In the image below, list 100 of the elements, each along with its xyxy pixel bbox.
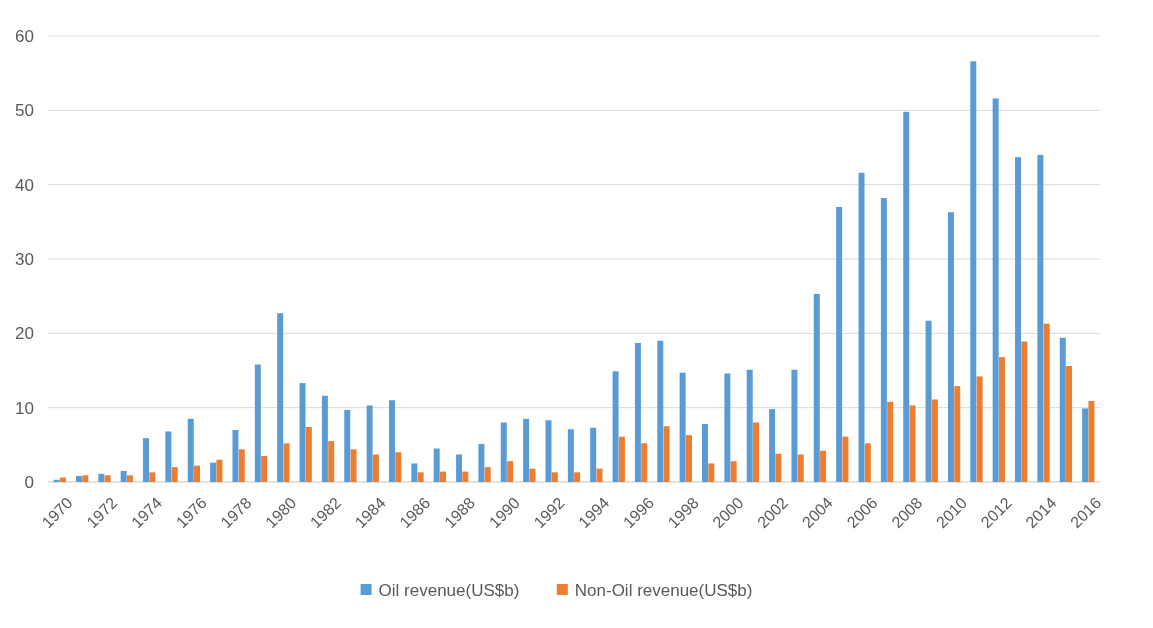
bar <box>1021 341 1028 482</box>
bar <box>328 441 335 482</box>
bar <box>842 436 849 482</box>
bar <box>998 357 1005 482</box>
bar <box>954 386 961 482</box>
bar <box>484 467 491 482</box>
bar <box>277 313 284 482</box>
bar <box>478 444 485 482</box>
bar <box>797 454 804 482</box>
bar <box>500 422 507 482</box>
bar <box>1015 157 1022 482</box>
bar <box>321 395 328 482</box>
bar <box>992 98 999 482</box>
bar <box>858 172 865 482</box>
bar <box>165 431 172 482</box>
bar <box>976 376 983 482</box>
legend-label: Oil revenue(US$b) <box>378 580 520 600</box>
bar <box>567 429 574 482</box>
bar <box>724 373 731 482</box>
bar <box>238 449 245 482</box>
bar <box>903 111 910 482</box>
bar <box>618 436 625 482</box>
bar <box>232 429 239 482</box>
bar <box>746 369 753 482</box>
legend-label: Non-Oil revenue(US$b) <box>574 580 753 600</box>
bar <box>947 212 954 482</box>
bar <box>411 463 418 482</box>
bar <box>261 455 268 482</box>
bar <box>820 450 827 482</box>
bar <box>864 443 871 482</box>
bar <box>417 472 424 482</box>
bar <box>388 400 395 482</box>
bar <box>216 459 223 482</box>
bar <box>440 471 446 482</box>
bar <box>366 405 373 482</box>
bar <box>523 418 530 482</box>
bar <box>299 383 306 482</box>
bar <box>970 61 977 482</box>
bar <box>612 371 619 482</box>
bar <box>456 454 463 482</box>
bar <box>596 468 603 482</box>
bar <box>702 424 708 482</box>
bar <box>254 364 261 482</box>
bar <box>149 472 156 482</box>
bar <box>769 409 776 482</box>
bar <box>909 405 916 482</box>
bar <box>679 372 686 482</box>
bar <box>730 461 737 482</box>
bar <box>120 470 127 482</box>
bar <box>507 461 514 482</box>
bar <box>836 206 843 482</box>
y-tick-label: 30 <box>15 249 34 269</box>
bar <box>708 463 715 482</box>
bar <box>210 462 217 482</box>
y-tick-label: 10 <box>15 398 34 418</box>
bar <box>545 420 552 482</box>
bar <box>813 293 820 482</box>
bar <box>1088 400 1095 482</box>
bar <box>1066 366 1073 482</box>
y-tick-label: 20 <box>15 324 34 344</box>
bar <box>98 473 105 482</box>
bar <box>663 426 670 482</box>
bar <box>791 369 798 482</box>
bar <box>82 475 89 482</box>
bar <box>887 401 894 482</box>
bar <box>171 467 178 482</box>
bar <box>350 449 357 482</box>
bar <box>925 320 932 482</box>
bar <box>1059 337 1066 482</box>
bar <box>395 452 402 482</box>
bar <box>126 475 133 482</box>
y-tick-label: 50 <box>15 101 34 121</box>
bar <box>529 468 536 482</box>
bar <box>880 198 887 482</box>
bar <box>194 465 201 482</box>
bar <box>143 438 150 482</box>
bar <box>657 340 664 482</box>
bar <box>1043 323 1050 482</box>
bar <box>634 343 641 482</box>
bar <box>551 472 558 482</box>
bar <box>104 475 111 482</box>
bar <box>1037 154 1044 482</box>
bar <box>305 426 312 482</box>
bar <box>590 427 597 482</box>
bar <box>775 453 782 482</box>
bar <box>344 409 351 482</box>
bar <box>433 448 440 482</box>
bar <box>641 443 648 482</box>
bar <box>372 454 379 482</box>
y-tick-label: 0 <box>24 472 34 492</box>
bar <box>187 418 194 482</box>
bar <box>685 435 692 482</box>
y-tick-label: 60 <box>15 26 34 46</box>
bar <box>574 472 581 482</box>
y-tick-label: 40 <box>15 175 34 195</box>
bar <box>1082 408 1089 482</box>
bar <box>283 443 290 482</box>
bar <box>753 422 760 482</box>
bar <box>462 471 469 482</box>
bar <box>931 399 938 482</box>
